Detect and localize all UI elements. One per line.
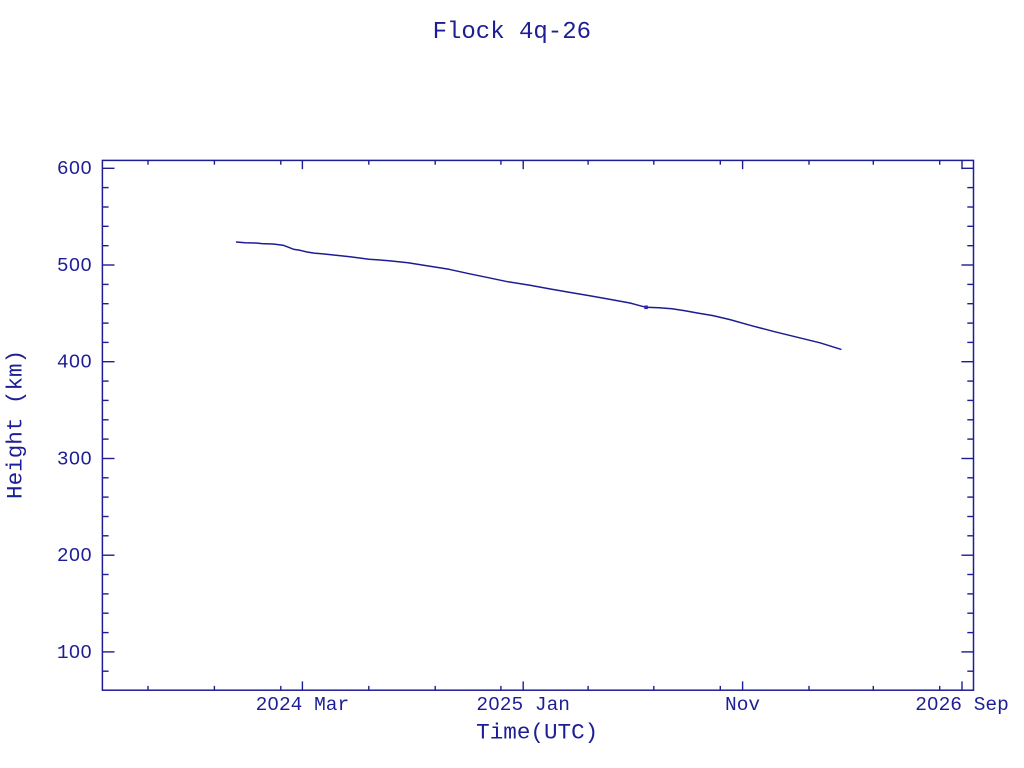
svg-text:2026 Sep: 2026 Sep: [915, 694, 1009, 716]
svg-text:Height (km): Height (km): [3, 350, 29, 499]
svg-text:2024 Mar: 2024 Mar: [256, 694, 350, 716]
svg-text:2025 Jan: 2025 Jan: [476, 694, 570, 716]
svg-text:Flock 4q-26: Flock 4q-26: [433, 19, 591, 46]
svg-text:Time(UTC): Time(UTC): [476, 719, 598, 745]
svg-text:Nov: Nov: [725, 694, 760, 716]
